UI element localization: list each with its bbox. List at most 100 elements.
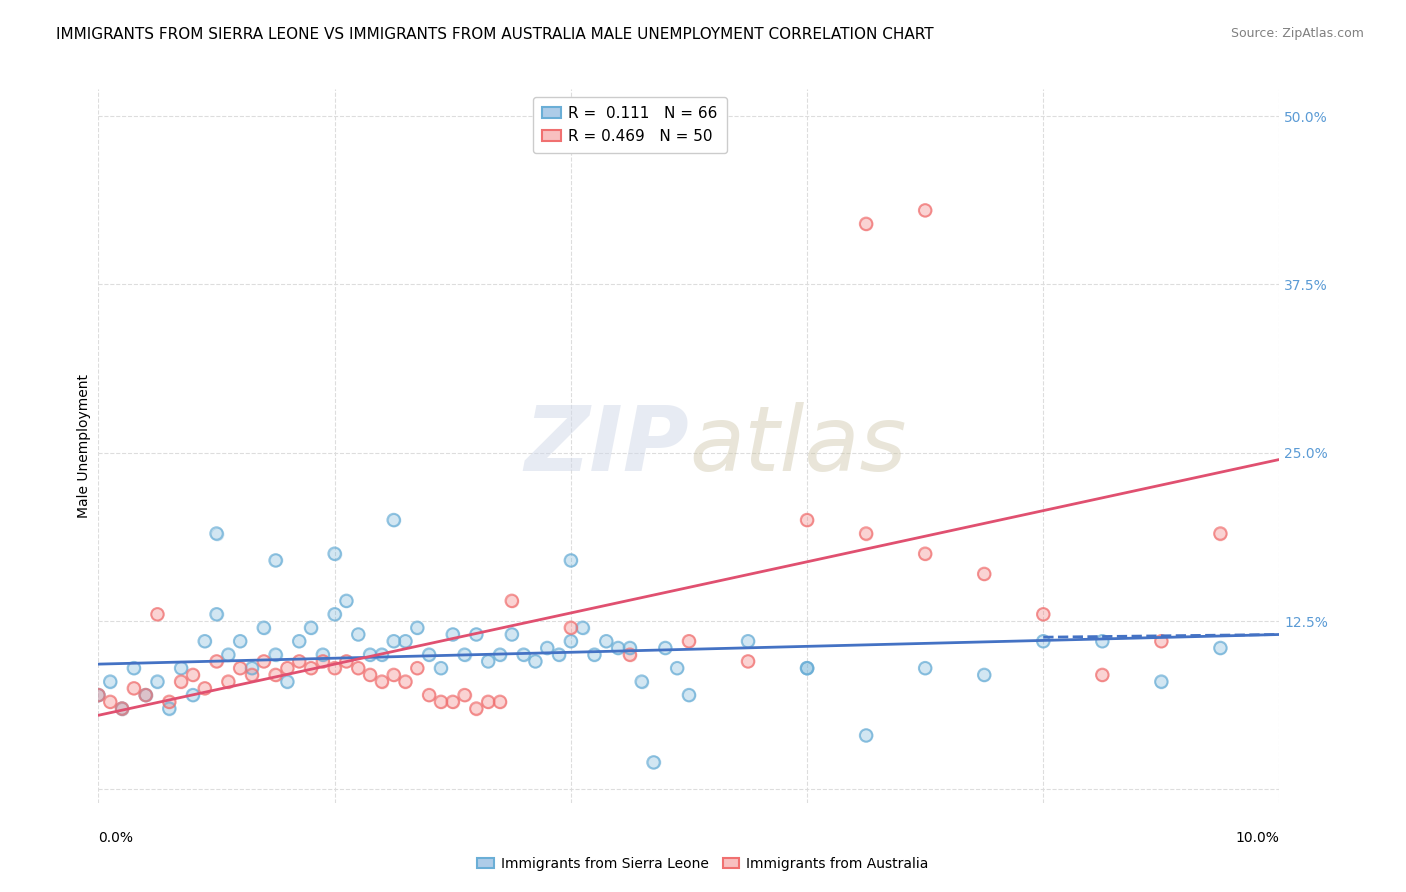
Point — [323, 607, 346, 622]
Point — [796, 661, 818, 675]
Point — [737, 655, 759, 669]
Point — [477, 655, 499, 669]
Point — [394, 634, 416, 648]
Point — [205, 655, 228, 669]
Point — [111, 701, 134, 715]
Point — [205, 655, 228, 669]
Point — [548, 648, 571, 662]
Point — [855, 729, 877, 743]
Point — [465, 627, 488, 641]
Point — [264, 668, 287, 682]
Point — [371, 648, 394, 662]
Point — [678, 634, 700, 648]
Point — [170, 674, 193, 689]
Point — [276, 674, 298, 689]
Point — [335, 594, 357, 608]
Point — [548, 648, 571, 662]
Point — [98, 695, 121, 709]
Point — [181, 688, 204, 702]
Y-axis label: Male Unemployment: Male Unemployment — [77, 374, 91, 518]
Point — [560, 621, 582, 635]
Point — [441, 627, 464, 641]
Point — [418, 648, 440, 662]
Point — [1150, 634, 1173, 648]
Point — [87, 688, 110, 702]
Point — [406, 661, 429, 675]
Point — [371, 648, 394, 662]
Point — [619, 640, 641, 655]
Point — [312, 655, 335, 669]
Point — [453, 648, 475, 662]
Point — [240, 668, 263, 682]
Point — [299, 661, 322, 675]
Point — [914, 203, 936, 218]
Point — [194, 681, 217, 696]
Legend: Immigrants from Sierra Leone, Immigrants from Australia: Immigrants from Sierra Leone, Immigrants… — [472, 851, 934, 876]
Point — [1150, 674, 1173, 689]
Point — [465, 701, 488, 715]
Point — [914, 547, 936, 561]
Point — [382, 513, 405, 527]
Point — [630, 674, 652, 689]
Point — [240, 668, 263, 682]
Point — [276, 661, 298, 675]
Point — [418, 648, 440, 662]
Point — [288, 655, 311, 669]
Point — [1032, 607, 1054, 622]
Point — [654, 640, 676, 655]
Point — [359, 648, 381, 662]
Point — [607, 640, 630, 655]
Point — [1091, 668, 1114, 682]
Point — [630, 674, 652, 689]
Point — [111, 701, 134, 715]
Point — [430, 695, 453, 709]
Point — [583, 648, 606, 662]
Point — [335, 594, 357, 608]
Point — [394, 674, 416, 689]
Point — [323, 547, 346, 561]
Point — [1091, 634, 1114, 648]
Point — [1150, 674, 1173, 689]
Text: ZIP: ZIP — [524, 402, 689, 490]
Point — [666, 661, 689, 675]
Point — [288, 634, 311, 648]
Point — [737, 655, 759, 669]
Text: atlas: atlas — [689, 402, 907, 490]
Point — [501, 627, 523, 641]
Point — [157, 701, 180, 715]
Point — [382, 668, 405, 682]
Point — [571, 621, 593, 635]
Point — [418, 688, 440, 702]
Point — [1209, 526, 1232, 541]
Point — [122, 681, 145, 696]
Point — [430, 695, 453, 709]
Point — [560, 621, 582, 635]
Point — [560, 553, 582, 567]
Point — [1209, 526, 1232, 541]
Point — [146, 674, 169, 689]
Point — [347, 627, 370, 641]
Point — [643, 756, 665, 770]
Point — [914, 661, 936, 675]
Point — [382, 513, 405, 527]
Point — [796, 513, 818, 527]
Point — [619, 640, 641, 655]
Point — [264, 668, 287, 682]
Point — [973, 566, 995, 581]
Point — [524, 655, 547, 669]
Point — [323, 607, 346, 622]
Point — [465, 627, 488, 641]
Point — [181, 688, 204, 702]
Point — [914, 661, 936, 675]
Point — [229, 661, 252, 675]
Point — [217, 674, 239, 689]
Point — [335, 655, 357, 669]
Point — [382, 634, 405, 648]
Point — [371, 674, 394, 689]
Point — [796, 513, 818, 527]
Point — [619, 648, 641, 662]
Point — [240, 661, 263, 675]
Point — [583, 648, 606, 662]
Point — [382, 634, 405, 648]
Point — [430, 661, 453, 675]
